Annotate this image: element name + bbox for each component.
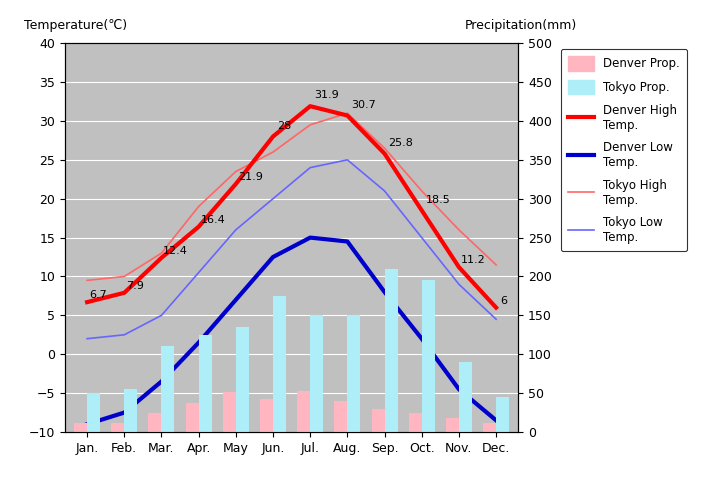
Tokyo Low
Temp. [194, 270, 203, 276]
Denver High
Temp. [418, 207, 426, 213]
Denver High
Temp. [269, 133, 277, 139]
Denver Low
Temp. [343, 239, 351, 244]
Denver Low
Temp. [492, 418, 500, 423]
Text: 25.8: 25.8 [388, 138, 413, 148]
Legend: Denver Prop., Tokyo Prop., Denver High
Temp., Denver Low
Temp., Tokyo High
Temp.: Denver Prop., Tokyo Prop., Denver High T… [561, 49, 687, 252]
Bar [74, 423, 87, 432]
Line: Denver Low
Temp.: Denver Low Temp. [87, 238, 496, 424]
Text: 6: 6 [500, 296, 507, 306]
Denver High
Temp. [232, 181, 240, 187]
Denver High
Temp. [380, 151, 389, 156]
Tokyo High
Temp. [492, 262, 500, 268]
Denver Low
Temp. [83, 421, 91, 427]
Tokyo High
Temp. [269, 149, 277, 155]
Bar [347, 315, 361, 432]
Bar [161, 347, 174, 432]
Tokyo Low
Temp. [454, 281, 463, 287]
Bar [222, 392, 236, 432]
Bar [372, 408, 384, 432]
Denver Low
Temp. [380, 289, 389, 295]
Tokyo High
Temp. [194, 204, 203, 209]
Tokyo High
Temp. [120, 274, 129, 279]
Bar [87, 393, 100, 432]
Tokyo Low
Temp. [232, 227, 240, 233]
Tokyo Low
Temp. [306, 165, 315, 170]
Text: Temperature(℃): Temperature(℃) [24, 19, 127, 32]
Denver Low
Temp. [194, 340, 203, 346]
Tokyo High
Temp. [380, 145, 389, 151]
Tokyo High
Temp. [157, 250, 166, 256]
Bar [384, 269, 397, 432]
Line: Denver High
Temp.: Denver High Temp. [87, 106, 496, 308]
Bar [199, 335, 212, 432]
Bar [112, 423, 125, 432]
Denver Low
Temp. [120, 410, 129, 416]
Denver High
Temp. [454, 264, 463, 270]
Denver Low
Temp. [306, 235, 315, 240]
Tokyo Low
Temp. [380, 188, 389, 194]
Tokyo High
Temp. [343, 110, 351, 116]
Tokyo Low
Temp. [418, 235, 426, 240]
Denver Low
Temp. [157, 379, 166, 384]
Bar [148, 413, 161, 432]
Text: 28: 28 [276, 121, 291, 131]
Tokyo Low
Temp. [492, 316, 500, 322]
Tokyo High
Temp. [83, 277, 91, 283]
Tokyo Low
Temp. [269, 196, 277, 202]
Text: 21.9: 21.9 [238, 172, 263, 182]
Tokyo Low
Temp. [343, 157, 351, 163]
Bar [409, 413, 422, 432]
Tokyo High
Temp. [454, 227, 463, 233]
Text: 30.7: 30.7 [351, 100, 376, 110]
Text: 7.9: 7.9 [126, 281, 144, 291]
Tokyo High
Temp. [232, 168, 240, 174]
Line: Tokyo High
Temp.: Tokyo High Temp. [87, 113, 496, 280]
Text: 12.4: 12.4 [163, 246, 188, 256]
Denver High
Temp. [83, 299, 91, 305]
Tokyo High
Temp. [306, 122, 315, 128]
Tokyo Low
Temp. [83, 336, 91, 342]
Bar [273, 296, 286, 432]
Bar [186, 403, 199, 432]
Tokyo Low
Temp. [157, 312, 166, 318]
Text: 11.2: 11.2 [461, 255, 485, 265]
Text: 31.9: 31.9 [314, 90, 338, 100]
Bar [334, 401, 347, 432]
Denver High
Temp. [492, 305, 500, 311]
Bar [446, 418, 459, 432]
Denver Low
Temp. [418, 336, 426, 342]
Text: 18.5: 18.5 [426, 194, 450, 204]
Text: Precipitation(mm): Precipitation(mm) [465, 19, 577, 32]
Tokyo Low
Temp. [120, 332, 129, 338]
Text: 16.4: 16.4 [200, 215, 225, 225]
Denver High
Temp. [306, 103, 315, 109]
Line: Tokyo Low
Temp.: Tokyo Low Temp. [87, 160, 496, 339]
Denver High
Temp. [343, 113, 351, 119]
Text: 6.7: 6.7 [89, 290, 107, 300]
Denver High
Temp. [120, 290, 129, 296]
Bar [422, 280, 435, 432]
Denver High
Temp. [157, 255, 166, 261]
Tokyo High
Temp. [418, 188, 426, 194]
Bar [236, 327, 249, 432]
Bar [260, 398, 273, 432]
Bar [125, 389, 138, 432]
Bar [459, 362, 472, 432]
Bar [310, 315, 323, 432]
Denver High
Temp. [194, 224, 203, 229]
Denver Low
Temp. [232, 297, 240, 303]
Bar [297, 391, 310, 432]
Bar [483, 423, 496, 432]
Denver Low
Temp. [454, 386, 463, 392]
Denver Low
Temp. [269, 254, 277, 260]
Bar [496, 397, 509, 432]
